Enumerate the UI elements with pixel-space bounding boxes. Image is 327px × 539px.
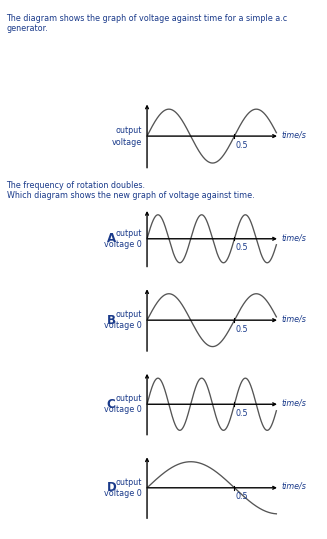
Text: voltage: voltage (112, 137, 142, 147)
Text: voltage 0: voltage 0 (104, 321, 142, 330)
Text: output: output (115, 126, 142, 135)
Text: time/s: time/s (282, 130, 306, 139)
Text: 0.5: 0.5 (235, 409, 248, 418)
Text: D: D (107, 481, 117, 494)
Text: time/s: time/s (282, 233, 306, 242)
Text: 0.5: 0.5 (235, 141, 248, 150)
Text: voltage 0: voltage 0 (104, 239, 142, 248)
Text: 0.5: 0.5 (235, 493, 248, 501)
Text: output: output (115, 478, 142, 487)
Text: A: A (107, 232, 116, 245)
Text: output: output (115, 229, 142, 238)
Text: B: B (107, 314, 116, 327)
Text: output: output (115, 310, 142, 319)
Text: 0.5: 0.5 (235, 325, 248, 334)
Text: time/s: time/s (282, 398, 306, 407)
Text: The diagram shows the graph of voltage against time for a simple a.c generator.: The diagram shows the graph of voltage a… (7, 14, 288, 33)
Text: output: output (115, 394, 142, 403)
Text: voltage 0: voltage 0 (104, 489, 142, 498)
Text: time/s: time/s (282, 482, 306, 491)
Text: voltage 0: voltage 0 (104, 405, 142, 414)
Text: time/s: time/s (282, 314, 306, 323)
Text: 0.5: 0.5 (235, 243, 248, 252)
Text: C: C (107, 398, 115, 411)
Text: The frequency of rotation doubles.
Which diagram shows the new graph of voltage : The frequency of rotation doubles. Which… (7, 181, 254, 200)
